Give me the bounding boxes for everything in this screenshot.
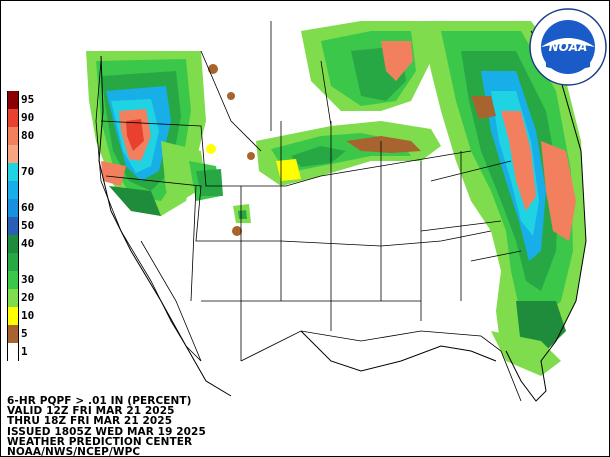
legend-row [7,145,47,163]
legend-row: 5 [7,325,47,343]
legend-swatch [7,91,19,109]
legend-label: 40 [21,237,35,250]
legend-row: 90 [7,109,47,127]
legend-swatch [7,217,19,235]
legend-label: 10 [21,309,35,322]
legend-label: 80 [21,129,35,142]
east-coast-precip-region [421,21,586,376]
legend-swatch [7,271,19,289]
coastline [98,30,587,402]
legend-swatch [7,325,19,343]
legend-label: 5 [21,327,28,340]
legend-swatch [7,181,19,199]
legend-label: 70 [21,165,35,178]
northwest-precip-region [86,51,221,216]
legend: 95 90 80 70 60 50 40 30 20 10 5 1 [7,91,47,361]
legend-swatch [7,289,19,307]
legend-row: 20 [7,289,47,307]
legend-label: 50 [21,219,35,232]
legend-row: 10 [7,307,47,325]
legend-row: 30 [7,271,47,289]
legend-swatch [7,253,19,271]
caption-center: WEATHER PREDICTION CENTER [7,435,193,448]
legend-label: 95 [21,93,35,106]
legend-label: 90 [21,111,35,124]
great-lakes-precip-band [256,21,441,186]
legend-swatch [7,199,19,217]
map-caption: 6-HR PQPF > .01 IN (PERCENT) VALID 12Z F… [7,395,347,457]
noaa-logo: NOAA [529,8,607,86]
legend-row: 80 [7,127,47,145]
legend-row: 95 [7,91,47,109]
legend-swatch [7,163,19,181]
legend-swatch [7,235,19,253]
legend-label: 60 [21,201,35,214]
caption-issued: ISSUED 1805Z WED MAR 19 2025 [7,425,206,438]
state-boundaries [95,21,522,402]
legend-swatch [7,109,19,127]
caption-agency: NOAA/NWS/NCEP/WPC [7,446,141,457]
legend-row: 50 [7,217,47,235]
caption-thru: THRU 18Z FRI MAR 21 2025 [7,415,173,428]
legend-swatch [7,127,19,145]
legend-row: 40 [7,235,47,253]
legend-swatch [7,343,19,361]
legend-row: 70 [7,163,47,181]
legend-row: 1 [7,343,47,361]
legend-label: 20 [21,291,35,304]
legend-row: 60 [7,199,47,217]
caption-product: 6-HR PQPF > .01 IN (PERCENT) [7,395,192,407]
interior-precip-cells [196,64,255,236]
legend-row [7,253,47,271]
noaa-logo-text: NOAA [549,40,588,54]
legend-row [7,181,47,199]
legend-swatch [7,307,19,325]
caption-valid: VALID 12Z FRI MAR 21 2025 [7,405,175,418]
legend-swatch [7,145,19,163]
legend-label: 30 [21,273,35,286]
legend-label: 1 [21,345,28,358]
